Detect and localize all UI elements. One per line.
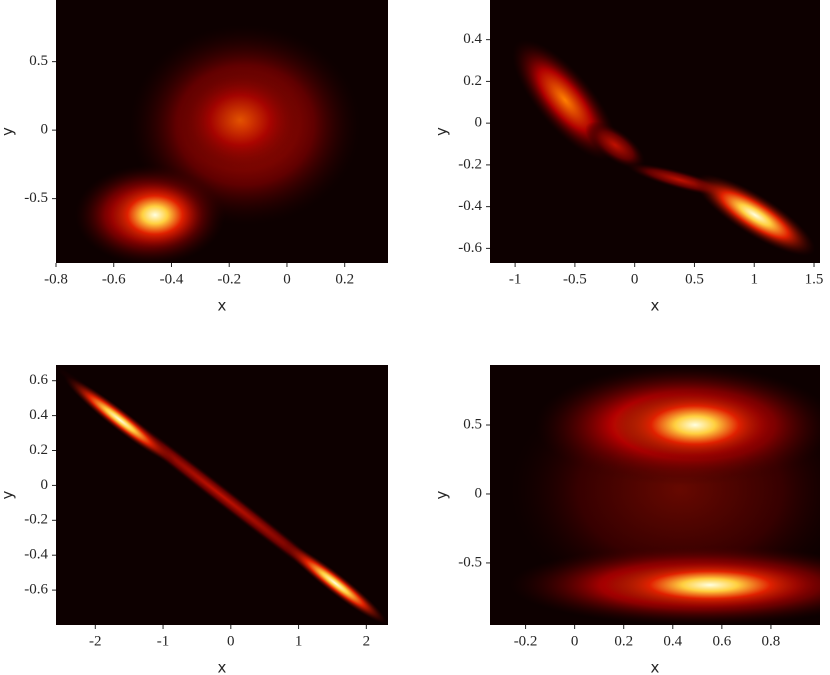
x-tick-label: 2 — [363, 633, 371, 649]
x-tick-label: 0.8 — [762, 633, 781, 649]
y-tick-label: 0.4 — [463, 31, 482, 47]
y-tick-label: -0.6 — [24, 582, 48, 598]
y-axis-label: y — [433, 127, 451, 136]
x-tick-label: 1.5 — [805, 271, 824, 287]
y-tick-label: 0.6 — [29, 372, 48, 388]
y-tick-label: -0.6 — [458, 240, 482, 256]
x-axis-label: x — [651, 659, 660, 675]
x-tick-label: 0 — [283, 271, 291, 287]
x-tick-label: 0.2 — [335, 271, 354, 287]
x-tick-label: -0.8 — [44, 271, 68, 287]
x-tick-label: 1 — [295, 633, 303, 649]
y-tick-label: -0.5 — [24, 190, 48, 206]
x-tick-label: -0.5 — [563, 271, 587, 287]
x-tick-label: 0 — [571, 633, 579, 649]
x-tick-label: 0.2 — [614, 633, 633, 649]
y-tick-label: -0.4 — [24, 547, 48, 563]
y-tick-label: 0.5 — [463, 416, 482, 432]
x-tick-label: -1 — [509, 271, 522, 287]
x-axis-label: x — [218, 297, 227, 315]
y-tick-label: 0.2 — [29, 442, 48, 458]
x-tick-label: 0.4 — [663, 633, 682, 649]
y-axis-label: y — [433, 490, 451, 499]
x-axis-label: x — [651, 297, 660, 315]
y-tick-label: 0.4 — [29, 407, 48, 423]
x-tick-label: 0 — [227, 633, 235, 649]
x-tick-label: -0.6 — [102, 271, 126, 287]
y-tick-label: 0 — [41, 477, 49, 493]
heatmap-2 — [490, 0, 820, 263]
x-tick-label: 0 — [631, 271, 639, 287]
y-tick-label: 0.2 — [463, 73, 482, 89]
heatmap-4 — [490, 365, 820, 625]
y-tick-label: 0 — [475, 485, 483, 501]
y-tick-label: -0.4 — [458, 198, 482, 214]
y-tick-label: -0.2 — [458, 156, 482, 172]
y-axis-label: y — [0, 490, 17, 499]
x-tick-label: 0.5 — [685, 271, 704, 287]
y-tick-label: 0 — [475, 115, 483, 131]
x-tick-label: -2 — [89, 633, 102, 649]
x-tick-label: 1 — [750, 271, 758, 287]
y-tick-label: -0.5 — [458, 554, 482, 570]
x-tick-label: -0.4 — [160, 271, 184, 287]
x-axis-label: x — [218, 659, 227, 675]
heatmap-1 — [56, 0, 388, 263]
x-tick-label: -0.2 — [514, 633, 538, 649]
x-tick-label: -1 — [157, 633, 170, 649]
x-tick-label: 0.6 — [712, 633, 731, 649]
y-tick-label: 0.5 — [29, 53, 48, 69]
x-tick-label: -0.2 — [217, 271, 241, 287]
y-tick-label: 0 — [41, 122, 49, 138]
y-axis-label: y — [0, 127, 17, 136]
y-tick-label: -0.2 — [24, 512, 48, 528]
heatmap-3 — [56, 365, 388, 625]
